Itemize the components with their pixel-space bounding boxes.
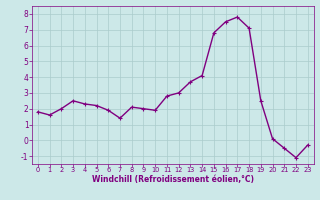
X-axis label: Windchill (Refroidissement éolien,°C): Windchill (Refroidissement éolien,°C) [92,175,254,184]
